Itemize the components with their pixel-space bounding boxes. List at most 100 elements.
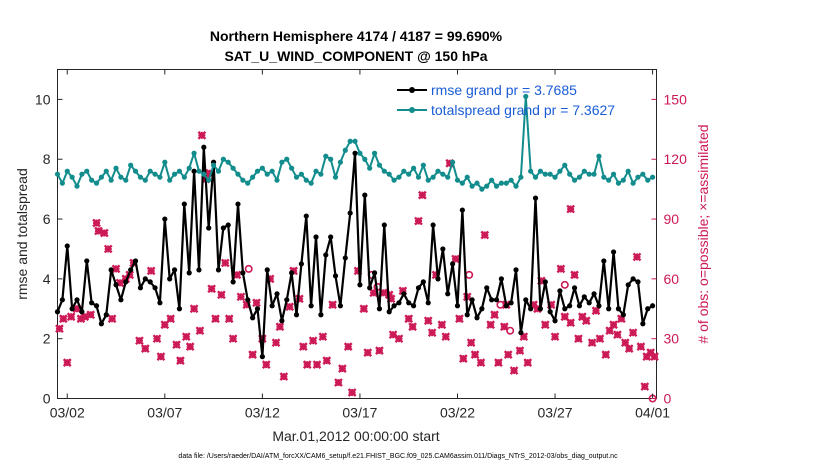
totalspread-point [64, 168, 70, 174]
rmse-point [425, 300, 431, 306]
y-right-axis-ticks: 0 30 60 90 120 150 [651, 91, 688, 407]
obs-assimilated-point [156, 352, 166, 361]
totalspread-point [59, 180, 65, 186]
totalspread-point [167, 177, 173, 183]
obs-assimilated-point [620, 338, 630, 348]
totalspread-point [459, 180, 465, 186]
rmse-point [69, 306, 75, 312]
y-tick-label: 6 [43, 211, 51, 227]
rmse-point [132, 258, 139, 264]
totalspread-point [98, 174, 105, 180]
rmse-point [518, 330, 524, 336]
totalspread-point [596, 153, 602, 159]
rmse-point [601, 258, 607, 264]
totalspread-point [274, 177, 280, 183]
x-axis-label: Mar.01,2012 00:00:00 start [272, 428, 439, 444]
totalspread-point [552, 174, 558, 180]
y-right-tick-label: 150 [664, 91, 688, 107]
obs-assimilated-point [328, 300, 337, 310]
rmse-point [318, 312, 324, 318]
totalspread-point [484, 183, 490, 189]
obs-assimilated-point [261, 360, 271, 369]
totalspread-point [464, 174, 470, 180]
totalspread-point [132, 168, 139, 174]
totalspread-point [235, 171, 241, 177]
totalspread-point [518, 174, 524, 180]
obs-assimilated-point [220, 258, 230, 268]
rmse-point [254, 306, 261, 312]
totalspread-point [147, 168, 153, 174]
obs-assimilated-point [363, 348, 373, 357]
rmse-point [459, 207, 465, 213]
rmse-point [264, 267, 270, 273]
rmse-point [284, 297, 290, 303]
obs-assimilated-point [566, 318, 575, 328]
rmse-point [196, 267, 202, 273]
rmse-point [157, 300, 163, 306]
obs-assimilated-point [490, 310, 499, 320]
obs-assimilated-point [334, 378, 343, 387]
totalspread-point [128, 162, 134, 168]
totalspread-point [225, 159, 231, 165]
rmse-point [279, 318, 285, 324]
obs-assimilated-point [160, 320, 170, 330]
rmse-point [493, 297, 500, 303]
rmse-point [328, 234, 334, 240]
totalspread-point [415, 174, 422, 180]
totalspread-point [176, 168, 183, 174]
totalspread-point [425, 177, 431, 183]
totalspread-point [357, 150, 363, 156]
obs-assimilated-point [338, 364, 347, 373]
totalspread-point [289, 165, 295, 171]
totalspread-point [171, 171, 178, 177]
footer-data-file: data file: /Users/raeder/DAI/ATM_forcXX/… [178, 453, 618, 460]
totalspread-point [537, 168, 544, 174]
obs-assimilated-point [601, 350, 611, 359]
totalspread-point [352, 138, 358, 144]
rmse-point [137, 285, 144, 291]
obs-assimilated-point [418, 190, 427, 200]
totalspread-point [367, 165, 373, 171]
obs-assimilated-point [302, 360, 312, 369]
x-tick-label: 03/22 [440, 405, 475, 421]
totalspread-point [440, 171, 446, 177]
obs-assimilated-point [455, 314, 464, 324]
obs-assimilated-point [228, 334, 238, 344]
rmse-point [454, 303, 461, 309]
rmse-point [142, 276, 148, 282]
obs-assimilated-point [441, 332, 451, 342]
rmse-point [606, 306, 612, 312]
y-right-tick-label: 30 [664, 331, 680, 347]
totalspread-point [474, 180, 480, 186]
totalspread-point [625, 168, 631, 174]
totalspread-point [103, 168, 109, 174]
rmse-point [420, 279, 426, 285]
rmse-point [401, 291, 407, 297]
obs-assimilated-point [423, 316, 433, 326]
rmse-point [567, 303, 573, 309]
obs-assimilated-point [636, 342, 646, 352]
obs-assimilated-point [523, 358, 533, 367]
totalspread-point [332, 174, 339, 180]
rmse-point [435, 276, 441, 282]
obs-assimilated-point [236, 292, 246, 302]
rmse-point [220, 225, 226, 231]
rmse-point [376, 306, 383, 312]
obs-assimilated-point [414, 216, 423, 226]
rmse-point [596, 303, 602, 309]
rmse-point [620, 312, 626, 318]
obs-assimilated-point [181, 332, 191, 342]
rmse-point [581, 294, 587, 300]
obs-assimilated-point [476, 358, 486, 367]
totalspread-point [430, 174, 436, 180]
totalspread-point [615, 180, 622, 186]
rmse-point [176, 306, 183, 312]
totalspread-point [469, 183, 475, 189]
rmse-point [201, 144, 207, 150]
obs-assimilated-point [211, 314, 220, 324]
legend-totalspread: totalspread grand pr = 7.3627 [431, 102, 615, 118]
obs-assimilated-point [140, 344, 150, 354]
rmse-point [274, 291, 280, 297]
totalspread-point [347, 138, 353, 144]
obs-assimilated-point [628, 328, 638, 338]
